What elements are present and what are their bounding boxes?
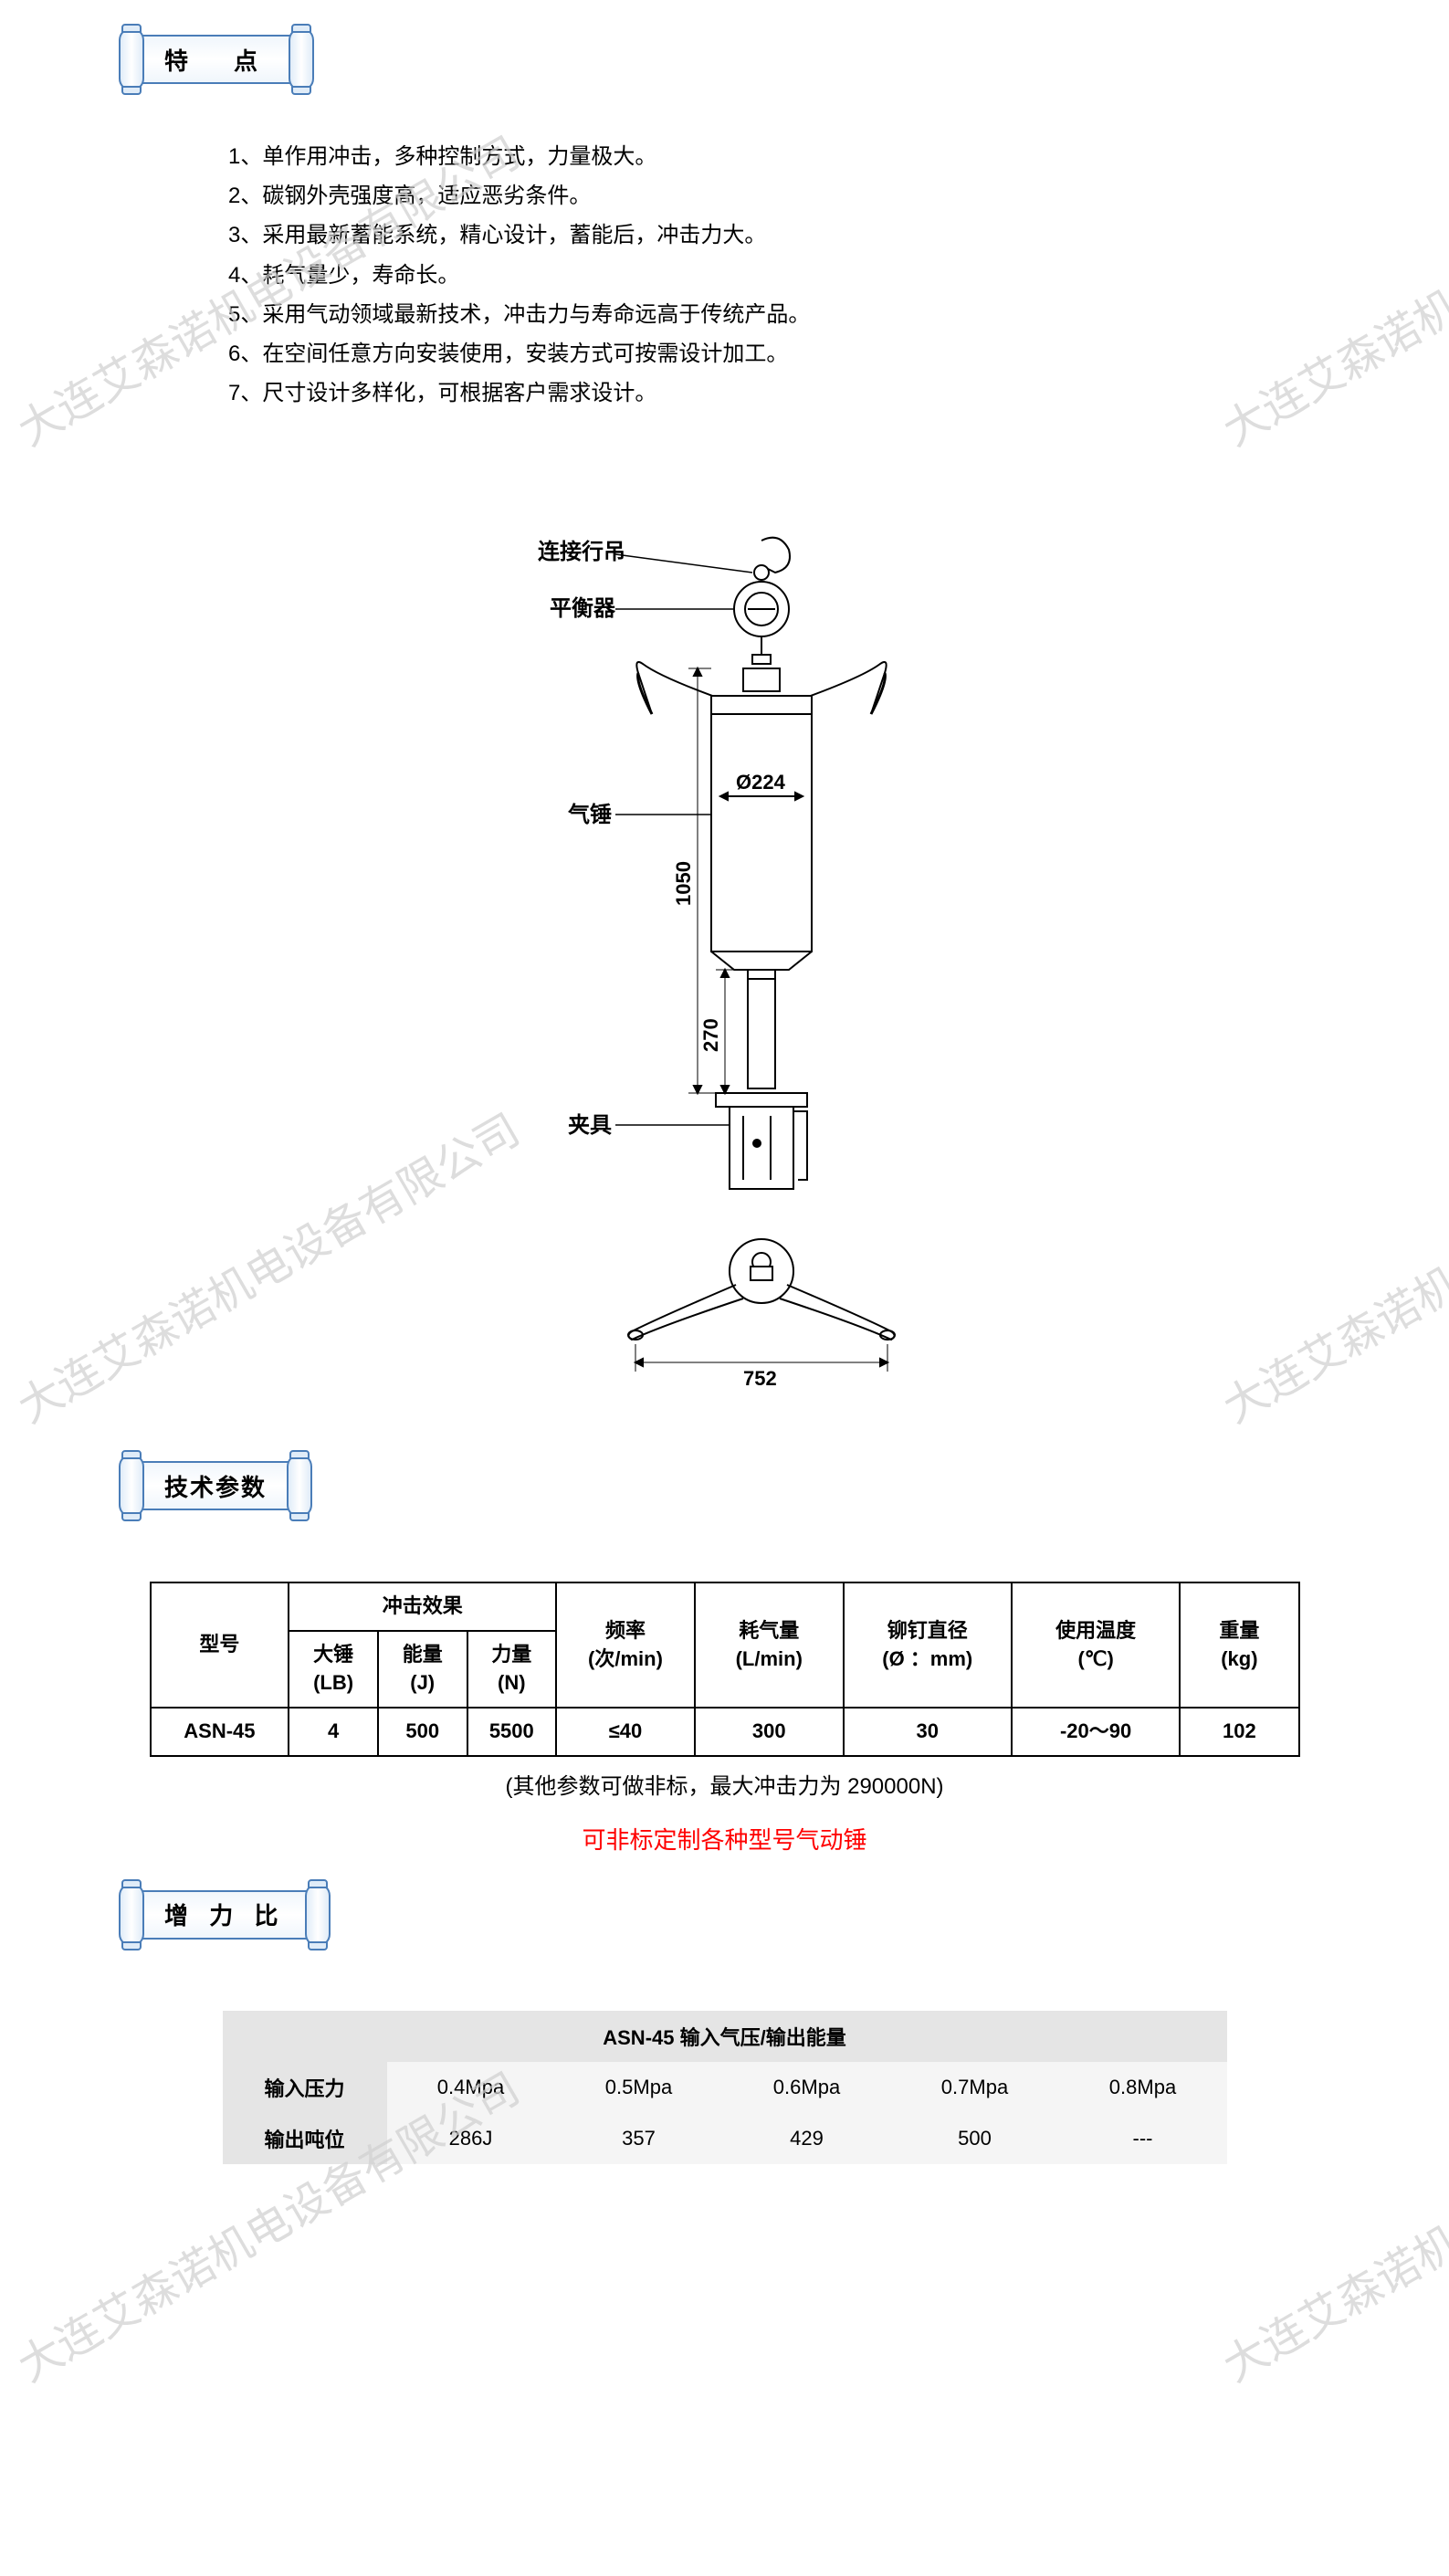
th-air: 耗气量(L/min) bbox=[695, 1582, 844, 1707]
cell-air: 300 bbox=[695, 1708, 844, 1756]
ratio-col: 0.4Mpa bbox=[387, 2062, 555, 2113]
ratio-input-label: 输入压力 bbox=[223, 2062, 387, 2113]
label-balancer: 平衡器 bbox=[550, 595, 616, 621]
cell-model: ASN-45 bbox=[151, 1708, 289, 1756]
ratio-output-label: 输出吨位 bbox=[223, 2113, 387, 2164]
th-force: 力量(N) bbox=[467, 1631, 557, 1708]
th-frequency: 频率(次/min) bbox=[556, 1582, 695, 1707]
th-hammer: 大锤(LB) bbox=[289, 1631, 378, 1708]
ratio-val: --- bbox=[1059, 2113, 1227, 2164]
label-height-rod: 270 bbox=[699, 1019, 722, 1053]
scroll-cap-right bbox=[305, 1883, 331, 1947]
cell-frequency: ≤40 bbox=[556, 1708, 695, 1756]
ratio-col: 0.8Mpa bbox=[1059, 2062, 1227, 2113]
label-height-main: 1050 bbox=[672, 861, 695, 906]
scroll-cap-left bbox=[119, 1883, 144, 1947]
feature-item: 2、碳钢外壳强度高，适应恶劣条件。 bbox=[228, 176, 1449, 216]
ratio-table-title: ASN-45 输入气压/输出能量 bbox=[223, 2011, 1227, 2062]
specs-title: 技术参数 bbox=[139, 1461, 292, 1510]
spec-red-note: 可非标定制各种型号气动锤 bbox=[0, 1822, 1449, 1856]
ratio-val: 286J bbox=[387, 2113, 555, 2164]
feature-item: 3、采用最新蓄能系统，精心设计，蓄能后，冲击力大。 bbox=[228, 216, 1449, 255]
label-hook: 连接行吊 bbox=[538, 539, 625, 564]
cell-weight: 102 bbox=[1180, 1708, 1298, 1756]
features-list: 1、单作用冲击，多种控制方式，力量极大。 2、碳钢外壳强度高，适应恶劣条件。 3… bbox=[228, 137, 1449, 413]
scroll-cap-right bbox=[287, 1454, 312, 1518]
spec-table: 型号 冲击效果 频率(次/min) 耗气量(L/min) 铆钉直径(Ø ：mm)… bbox=[150, 1582, 1300, 1756]
watermark: 大连艾森诺机电设备有限公司 bbox=[1209, 2054, 1449, 2394]
cell-force: 5500 bbox=[467, 1708, 557, 1756]
feature-item: 5、采用气动领域最新技术，冲击力与寿命远高于传统产品。 bbox=[228, 295, 1449, 334]
ratio-val: 500 bbox=[891, 2113, 1059, 2164]
cell-rivet: 30 bbox=[844, 1708, 1012, 1756]
scroll-cap-left bbox=[119, 27, 144, 91]
label-hammer: 气锤 bbox=[567, 802, 612, 827]
th-impact-group: 冲击效果 bbox=[289, 1582, 556, 1631]
cell-hammer: 4 bbox=[289, 1708, 378, 1756]
scroll-cap-right bbox=[289, 27, 314, 91]
hammer-diagram-svg: 连接行吊 平衡器 气锤 夹具 Ø224 1050 270 752 bbox=[405, 522, 1045, 1417]
cell-energy: 500 bbox=[378, 1708, 467, 1756]
features-header: 特 点 bbox=[119, 27, 314, 91]
scroll-cap-left bbox=[119, 1454, 144, 1518]
label-width-bottom: 752 bbox=[743, 1367, 777, 1390]
feature-item: 1、单作用冲击，多种控制方式，力量极大。 bbox=[228, 137, 1449, 176]
th-rivet: 铆钉直径(Ø ：mm) bbox=[844, 1582, 1012, 1707]
ratio-val: 357 bbox=[555, 2113, 723, 2164]
feature-item: 4、耗气量少，寿命长。 bbox=[228, 256, 1449, 295]
table-row: ASN-45 4 500 5500 ≤40 300 30 -20～90 102 bbox=[151, 1708, 1299, 1756]
spec-note: (其他参数可做非标，最大冲击力为 290000N) bbox=[0, 1768, 1449, 1800]
feature-item: 7、尺寸设计多样化，可根据客户需求设计。 bbox=[228, 373, 1449, 413]
ratio-col: 0.5Mpa bbox=[555, 2062, 723, 2113]
ratio-val: 429 bbox=[723, 2113, 891, 2164]
features-title: 特 点 bbox=[139, 35, 294, 84]
ratio-header: 增 力 比 bbox=[119, 1883, 331, 1947]
th-temp: 使用温度(℃) bbox=[1012, 1582, 1180, 1707]
th-energy: 能量(J) bbox=[378, 1631, 467, 1708]
ratio-col: 0.6Mpa bbox=[723, 2062, 891, 2113]
specs-header: 技术参数 bbox=[119, 1454, 312, 1518]
ratio-col: 0.7Mpa bbox=[891, 2062, 1059, 2113]
label-diameter: Ø224 bbox=[736, 771, 786, 794]
ratio-table: ASN-45 输入气压/输出能量 输入压力 0.4Mpa 0.5Mpa 0.6M… bbox=[223, 2011, 1227, 2164]
table-row: 输入压力 0.4Mpa 0.5Mpa 0.6Mpa 0.7Mpa 0.8Mpa bbox=[223, 2062, 1227, 2113]
cell-temp: -20～90 bbox=[1012, 1708, 1180, 1756]
th-weight: 重量(kg) bbox=[1180, 1582, 1298, 1707]
feature-item: 6、在空间任意方向安装使用，安装方式可按需设计加工。 bbox=[228, 334, 1449, 373]
th-model: 型号 bbox=[151, 1582, 289, 1707]
ratio-title: 增 力 比 bbox=[139, 1890, 310, 1940]
table-row: 输出吨位 286J 357 429 500 --- bbox=[223, 2113, 1227, 2164]
label-fixture: 夹具 bbox=[568, 1113, 612, 1138]
technical-diagram: 连接行吊 平衡器 气锤 夹具 Ø224 1050 270 752 bbox=[0, 522, 1449, 1417]
